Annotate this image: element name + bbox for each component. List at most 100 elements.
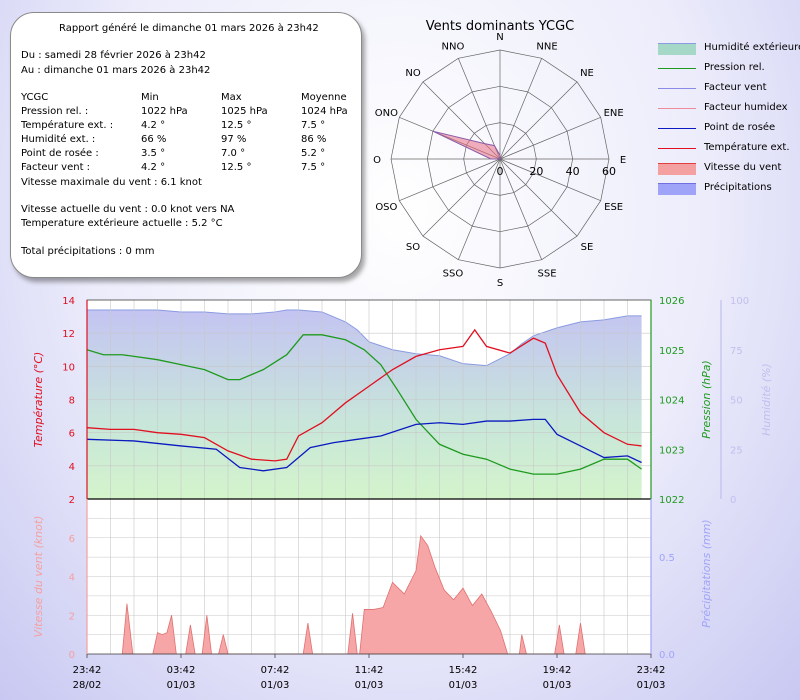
rose-ring-label: 60 bbox=[602, 165, 616, 178]
rose-spoke bbox=[457, 158, 501, 260]
legend-swatch bbox=[658, 43, 696, 55]
legend-label: Point de rosée bbox=[704, 122, 776, 133]
row-windchill-avg: 7.5 ° bbox=[301, 162, 326, 173]
rose-direction-label: SSO bbox=[443, 269, 464, 280]
dewpoint-line bbox=[86, 418, 642, 472]
temperature-line bbox=[86, 328, 642, 462]
temp-tick-label: 6 bbox=[69, 429, 75, 440]
rose-direction-label: NNE bbox=[536, 41, 557, 52]
row-humidity-avg: 86 % bbox=[301, 134, 327, 145]
humidity-axis-title: Humidité (%) bbox=[760, 363, 773, 436]
legend-swatch bbox=[658, 88, 696, 89]
table-header-min: Min bbox=[141, 92, 159, 103]
rose-spoke bbox=[499, 158, 578, 237]
x-tick-date: 01/03 bbox=[449, 680, 478, 691]
humidity-tick-label: 25 bbox=[730, 445, 743, 456]
precip-tick-label: 0.5 bbox=[659, 553, 675, 564]
row-humidity-max: 97 % bbox=[221, 134, 247, 145]
rose-direction-label: NO bbox=[405, 68, 420, 79]
legend-label: Vitesse du vent bbox=[704, 162, 782, 173]
rose-direction-label: NNO bbox=[442, 41, 465, 52]
legend-swatch bbox=[658, 68, 696, 69]
x-tick-time: 19:42 bbox=[543, 665, 572, 676]
total-precipitation: Total précipitations : 0 mm bbox=[21, 246, 155, 257]
pressure-tick-label: 1026 bbox=[659, 296, 684, 307]
legend-swatch bbox=[658, 183, 696, 195]
row-pressure-label: Pression rel. : bbox=[21, 106, 89, 117]
rose-direction-label: SO bbox=[406, 242, 420, 253]
row-pressure-max: 1025 hPa bbox=[221, 106, 268, 117]
legend-label: Humidité extérieure bbox=[704, 42, 800, 53]
legend-label: Facteur humidex bbox=[704, 102, 788, 113]
humidity-tick-label: 0 bbox=[730, 495, 736, 506]
x-tick-date: 01/03 bbox=[355, 680, 384, 691]
legend-swatch bbox=[658, 148, 696, 149]
precip-tick-label: 0.0 bbox=[659, 650, 675, 661]
summary-panel: Rapport généré le dimanche 01 mars 2026 … bbox=[10, 12, 362, 278]
rose-ring-label: 20 bbox=[529, 165, 543, 178]
temp-tick-label: 4 bbox=[69, 462, 75, 473]
x-tick-date: 01/03 bbox=[637, 680, 666, 691]
humidity-area bbox=[87, 309, 642, 499]
current-wind: Vitesse actuelle du vent : 0.0 knot vers… bbox=[21, 204, 235, 215]
row-windchill-label: Facteur vent : bbox=[21, 162, 91, 173]
row-temp-max: 12.5 ° bbox=[221, 120, 252, 131]
row-pressure-avg: 1024 hPa bbox=[301, 106, 348, 117]
rose-direction-label: NE bbox=[580, 68, 594, 79]
temp-tick-label: 10 bbox=[62, 362, 75, 373]
x-tick-time: 07:42 bbox=[261, 665, 290, 676]
rose-ring-label: 0 bbox=[497, 165, 504, 178]
rose-direction-label: E bbox=[620, 155, 626, 166]
rose-spoke bbox=[499, 58, 543, 160]
rose-direction-label: O bbox=[373, 155, 381, 166]
rose-spoke bbox=[499, 158, 601, 202]
row-temp-avg: 7.5 ° bbox=[301, 120, 326, 131]
rose-spoke bbox=[499, 116, 601, 160]
humidity-tick-label: 50 bbox=[730, 396, 743, 407]
rose-spoke bbox=[422, 158, 501, 237]
humidity-tick-label: 75 bbox=[730, 346, 743, 357]
wind-tick-label: 4 bbox=[69, 573, 75, 584]
x-tick-time: 03:42 bbox=[167, 665, 196, 676]
report-to: Au : dimanche 01 mars 2026 à 23h42 bbox=[21, 65, 211, 76]
rose-direction-label: ENE bbox=[604, 108, 624, 119]
x-tick-date: 01/03 bbox=[543, 680, 572, 691]
pressure-tick-label: 1025 bbox=[659, 346, 684, 357]
wind-tick-label: 6 bbox=[69, 534, 75, 545]
row-dewpoint-avg: 5.2 ° bbox=[301, 148, 326, 159]
max-wind-speed: Vitesse maximale du vent : 6.1 knot bbox=[21, 177, 202, 188]
x-tick-date: 01/03 bbox=[261, 680, 290, 691]
row-temp-min: 4.2 ° bbox=[141, 120, 166, 131]
pressure-axis-title: Pression (hPa) bbox=[700, 360, 713, 439]
x-tick-time: 23:42 bbox=[73, 665, 102, 676]
row-humidity-label: Humidité ext. : bbox=[21, 134, 96, 145]
x-tick-date: 01/03 bbox=[167, 680, 196, 691]
table-header-max: Max bbox=[221, 92, 242, 103]
legend-swatch bbox=[658, 128, 696, 129]
row-dewpoint-min: 3.5 ° bbox=[141, 148, 166, 159]
x-tick-time: 23:42 bbox=[637, 665, 666, 676]
report-from: Du : samedi 28 février 2026 à 23h42 bbox=[21, 50, 206, 61]
current-temperature: Temperature extérieure actuelle : 5.2 °C bbox=[21, 218, 223, 229]
x-tick-date: 28/02 bbox=[73, 680, 102, 691]
x-tick-time: 15:42 bbox=[449, 665, 478, 676]
table-header-station: YCGC bbox=[21, 92, 49, 103]
pressure-tick-label: 1023 bbox=[659, 445, 684, 456]
pressure-line bbox=[86, 334, 642, 475]
legend-swatch bbox=[658, 163, 696, 175]
wind-tick-label: 2 bbox=[69, 611, 75, 622]
humidity-line bbox=[87, 309, 642, 367]
precip-axis-title: Précipitations (mm) bbox=[700, 519, 713, 627]
rose-direction-label: S bbox=[497, 278, 503, 289]
rose-direction-label: N bbox=[496, 32, 503, 43]
wind-axis-title: Vitesse du vent (knot) bbox=[32, 516, 45, 638]
temp-tick-label: 14 bbox=[62, 296, 75, 307]
rose-spoke bbox=[457, 58, 501, 160]
report-generated: Rapport généré le dimanche 01 mars 2026 … bbox=[59, 23, 319, 34]
row-dewpoint-max: 7.0 ° bbox=[221, 148, 246, 159]
rose-direction-label: OSO bbox=[375, 202, 397, 213]
row-humidity-min: 66 % bbox=[141, 134, 167, 145]
rose-direction-label: ESE bbox=[604, 202, 623, 213]
